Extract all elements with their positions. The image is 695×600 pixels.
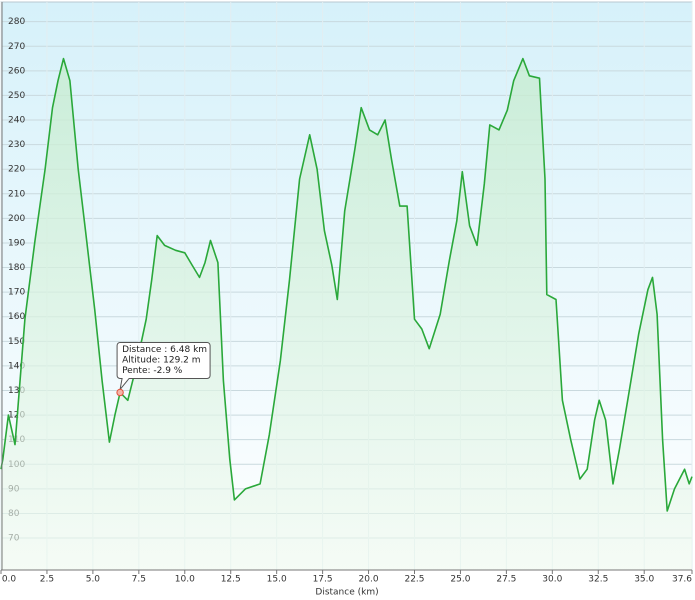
x-tick-label: 0.0	[2, 575, 17, 585]
x-tick-label: 35.0	[634, 575, 654, 585]
x-tick-label: 22.5	[404, 575, 424, 585]
x-tick-label: 20.0	[359, 575, 379, 585]
x-axis-title: Distance (km)	[315, 588, 378, 598]
y-tick-label: 260	[8, 66, 25, 76]
y-tick-label: 130	[8, 386, 25, 396]
x-tick-label: 27.5	[496, 575, 516, 585]
tooltip-line: Pente: -2.9 %	[122, 366, 183, 376]
area	[1, 58, 692, 570]
y-tick-label: 240	[8, 116, 25, 126]
hover-marker	[116, 388, 124, 397]
x-tick-label: 17.5	[313, 575, 333, 585]
tooltip-line: Distance : 6.48 km	[122, 345, 207, 355]
tooltip-line: Altitude: 129.2 m	[122, 355, 200, 365]
x-tick-label: 30.0	[542, 575, 562, 585]
y-tick-label: 160	[8, 312, 25, 322]
y-tick-label: 200	[8, 214, 25, 224]
y-tick-label: 140	[8, 361, 25, 371]
y-tick-label: 250	[8, 91, 25, 101]
y-tick-label: 180	[8, 263, 25, 273]
x-tick-label: 25.0	[450, 575, 470, 585]
y-tick-label: 150	[8, 337, 25, 347]
x-tick-label: 37.6	[672, 575, 692, 585]
y-tick-label: 210	[8, 189, 25, 199]
y-tick-label: 190	[8, 238, 25, 248]
x-tick-label: 5.0	[86, 575, 101, 585]
x-tick-label: 32.5	[588, 575, 608, 585]
x-tick-label: 15.0	[267, 575, 287, 585]
x-tick-label: 12.5	[221, 575, 241, 585]
x-tick-label: 7.5	[132, 575, 146, 585]
x-tick-label: 2.5	[40, 575, 54, 585]
x-tick-label: 10.0	[175, 575, 195, 585]
y-tick-label: 280	[8, 17, 25, 27]
tooltip-box	[116, 341, 211, 392]
y-tick-label: 230	[8, 140, 25, 150]
y-tick-label: 270	[8, 42, 25, 52]
line	[0, 57, 693, 512]
y-tick-label: 170	[8, 288, 25, 298]
y-tick-label: 220	[8, 165, 25, 175]
